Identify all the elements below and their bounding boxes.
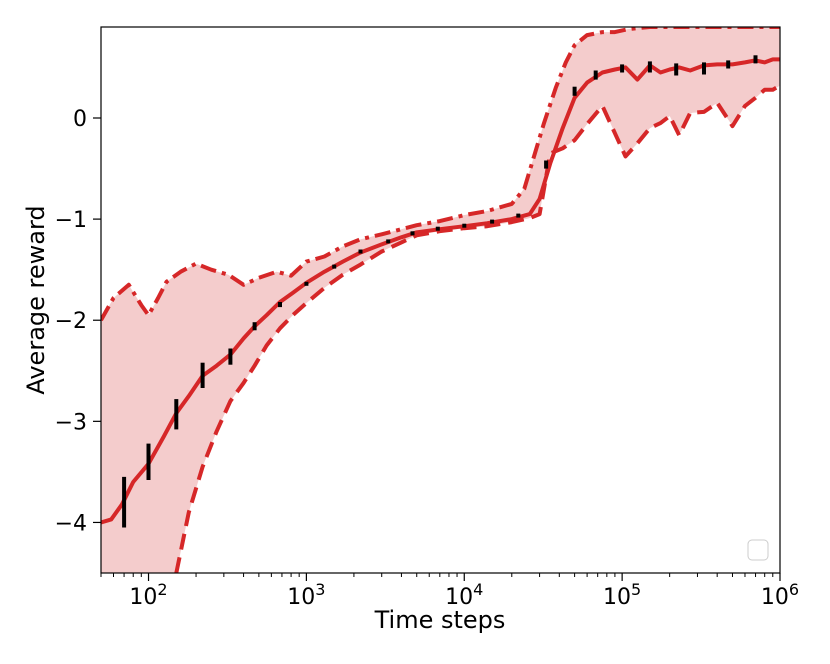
y-tick-label: −1	[55, 208, 87, 233]
x-tick-label: 102	[129, 580, 167, 610]
confidence-band	[101, 27, 780, 573]
error-bar-layer	[122, 55, 758, 528]
x-tick-label: 106	[761, 580, 799, 610]
y-tick-label: −4	[55, 511, 87, 536]
y-tick-label: 0	[73, 107, 87, 132]
series-line-dashed	[174, 83, 780, 573]
y-tick-layer: 0 −1 −2 −3 −4	[55, 107, 101, 536]
x-tick-label: 105	[603, 580, 641, 610]
series-line-solid	[101, 57, 780, 525]
empty-legend-box	[747, 539, 769, 561]
series-line-dashdot	[101, 27, 780, 322]
x-tick-label: 104	[445, 580, 483, 610]
x-axis-title: Time steps	[374, 606, 506, 634]
series-line-layer	[101, 27, 780, 573]
x-tick-label: 103	[287, 580, 325, 610]
y-axis-title: Average reward	[22, 205, 50, 394]
confidence-band-layer	[101, 27, 780, 573]
x-tick-layer: 102 103 104 105 106	[100, 573, 799, 610]
y-tick-label: −3	[55, 410, 87, 435]
plot-frame	[100, 26, 781, 574]
y-tick-label: −2	[55, 309, 87, 334]
